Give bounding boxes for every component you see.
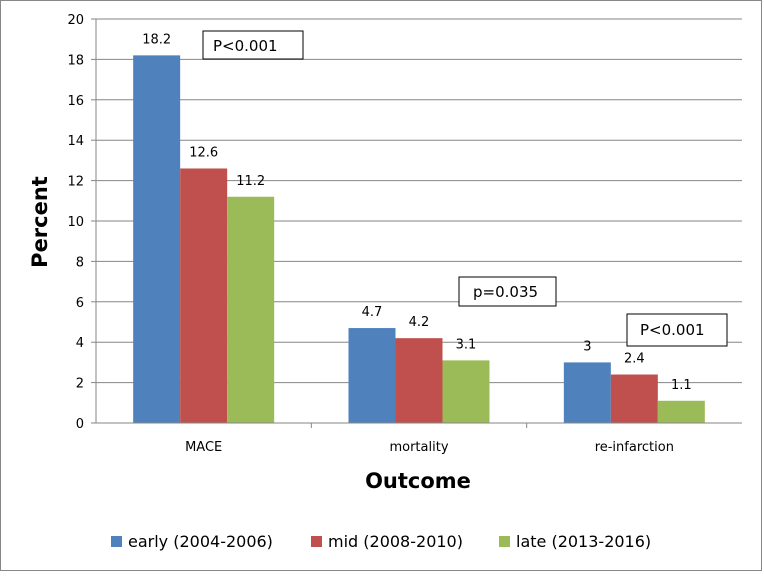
bar xyxy=(610,374,658,423)
annotation-mortality: p=0.035 xyxy=(458,276,557,307)
legend-label-mid: mid (2008-2010) xyxy=(328,532,463,551)
bar xyxy=(657,400,705,423)
data-labels: 18.2 12.6 11.2 4.7 4.2 3.1 3 2.4 1.1 xyxy=(142,32,691,392)
data-label: 4.2 xyxy=(409,315,430,330)
data-label: 1.1 xyxy=(671,378,692,393)
legend-swatch-early xyxy=(111,536,122,547)
y-tick-label: 6 xyxy=(76,296,84,311)
annotation-reinfarction-text: P<0.001 xyxy=(640,321,705,339)
legend-label-late: late (2013-2016) xyxy=(516,532,651,551)
y-axis-ticks: 0 2 4 6 8 10 12 14 16 18 20 xyxy=(67,13,96,432)
data-label: 3.1 xyxy=(456,337,477,352)
annotation-mace: P<0.001 xyxy=(202,30,304,60)
annotations: P<0.001 p=0.035 P<0.001 xyxy=(202,30,728,347)
axes xyxy=(95,19,742,424)
y-tick-label: 14 xyxy=(67,134,84,149)
bar xyxy=(348,328,396,423)
data-label: 18.2 xyxy=(142,32,171,47)
annotation-mace-text: P<0.001 xyxy=(213,37,278,55)
y-tick-label: 0 xyxy=(76,417,84,432)
x-axis-title: Outcome xyxy=(365,469,471,493)
y-tick-label: 8 xyxy=(76,255,84,270)
bar xyxy=(563,362,611,423)
y-tick-label: 16 xyxy=(67,94,84,109)
data-label: 2.4 xyxy=(624,352,645,367)
x-category-label: re-infarction xyxy=(595,440,674,455)
legend-swatch-late xyxy=(499,536,510,547)
y-tick-label: 20 xyxy=(67,13,84,28)
bar xyxy=(227,196,275,423)
data-label: 12.6 xyxy=(189,145,218,160)
x-axis-categories: MACE mortality re-infarction xyxy=(185,423,674,455)
bar xyxy=(395,338,443,423)
annotation-mortality-text: p=0.035 xyxy=(473,283,538,301)
y-tick-label: 4 xyxy=(76,336,84,351)
y-tick-label: 2 xyxy=(76,377,84,392)
data-label: 11.2 xyxy=(236,174,265,189)
y-tick-label: 18 xyxy=(67,53,84,68)
bar xyxy=(133,55,181,424)
bar xyxy=(442,360,490,423)
bar xyxy=(180,168,228,423)
y-tick-label: 10 xyxy=(67,215,84,230)
bars xyxy=(133,55,705,424)
annotation-reinfarction: P<0.001 xyxy=(626,313,728,347)
data-label: 3 xyxy=(583,339,591,354)
data-label: 4.7 xyxy=(362,305,383,320)
y-tick-label: 12 xyxy=(67,175,84,190)
x-category-label: MACE xyxy=(185,440,222,455)
y-axis-title: Percent xyxy=(28,176,52,268)
x-category-label: mortality xyxy=(389,440,448,455)
legend: early (2004-2006) mid (2008-2010) late (… xyxy=(111,532,651,551)
legend-label-early: early (2004-2006) xyxy=(128,532,273,551)
legend-swatch-mid xyxy=(311,536,322,547)
